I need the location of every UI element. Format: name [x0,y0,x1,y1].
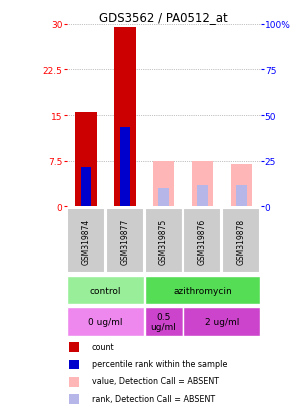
Text: GSM319875: GSM319875 [159,218,168,264]
Bar [67,208,105,274]
Bar [231,164,252,207]
Bar [192,161,213,207]
Text: 0 ug/ml: 0 ug/ml [88,317,123,326]
Text: 2 ug/ml: 2 ug/ml [205,317,239,326]
Bar [119,128,130,207]
Text: GSM319876: GSM319876 [198,218,207,264]
Text: value, Detection Call = ABSENT: value, Detection Call = ABSENT [92,377,219,385]
Bar [145,308,183,336]
Bar [68,394,79,404]
Text: GSM319877: GSM319877 [120,218,129,264]
Text: GSM319874: GSM319874 [82,218,91,264]
Bar [75,113,97,207]
Bar [153,161,174,207]
Text: count: count [92,342,115,351]
Bar [197,185,208,207]
Bar [158,189,169,207]
Bar [106,208,144,274]
Text: control: control [90,286,121,295]
Bar [183,208,221,274]
Bar [68,342,79,352]
Text: rank, Detection Call = ABSENT: rank, Detection Call = ABSENT [92,394,215,403]
Bar [114,28,135,207]
Bar [68,377,79,387]
Text: azithromycin: azithromycin [173,286,232,295]
Bar [222,208,260,274]
Bar [236,185,247,207]
Bar [67,308,144,336]
Text: 0.5
ug/ml: 0.5 ug/ml [151,312,177,332]
Text: GSM319878: GSM319878 [237,218,246,264]
Bar [68,360,79,370]
Bar [183,308,260,336]
Text: percentile rank within the sample: percentile rank within the sample [92,359,227,368]
Title: GDS3562 / PA0512_at: GDS3562 / PA0512_at [99,11,228,24]
Bar [67,277,144,305]
Bar [145,208,183,274]
Bar [81,167,92,207]
Bar [145,277,260,305]
